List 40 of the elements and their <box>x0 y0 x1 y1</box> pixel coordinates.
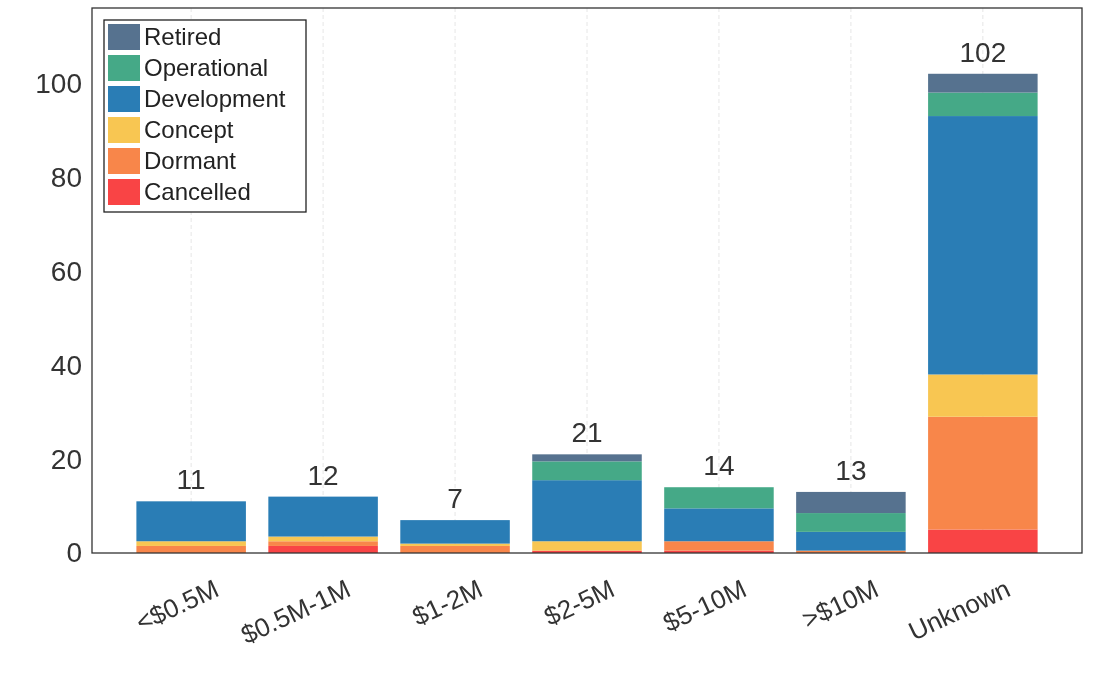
bar <box>928 116 1038 375</box>
bar <box>136 501 246 542</box>
legend-label: Concept <box>144 116 234 143</box>
bar <box>928 529 1038 553</box>
legend-label: Operational <box>144 54 269 81</box>
y-tick-label: 20 <box>50 443 82 475</box>
bar <box>664 508 774 542</box>
bar <box>664 541 774 551</box>
y-tick-label: 60 <box>50 255 82 287</box>
bar <box>928 416 1038 530</box>
total-label: 14 <box>703 450 735 482</box>
bar <box>928 92 1038 117</box>
bar <box>796 531 906 551</box>
y-tick-label: 40 <box>50 349 82 381</box>
bar <box>136 541 246 546</box>
bar <box>268 496 378 537</box>
bar <box>928 73 1038 93</box>
total-label: 21 <box>571 417 603 449</box>
legend-label: Cancelled <box>144 178 251 205</box>
total-label: 7 <box>447 483 463 515</box>
bar <box>664 487 774 509</box>
bar <box>268 541 378 546</box>
total-label: 11 <box>176 464 206 496</box>
bar <box>532 454 642 462</box>
bar <box>532 461 642 481</box>
bar <box>532 541 642 551</box>
bar <box>796 491 906 514</box>
y-tick-label: 100 <box>35 67 82 99</box>
bar <box>400 520 510 544</box>
y-tick-label: 80 <box>50 161 82 193</box>
legend-label: Dormant <box>144 147 237 174</box>
bar <box>928 374 1038 417</box>
total-label: 12 <box>307 459 339 491</box>
legend-label: Retired <box>144 23 222 50</box>
total-label: 13 <box>835 454 867 486</box>
legend-label: Development <box>144 85 286 112</box>
bar <box>796 513 906 532</box>
total-label: 102 <box>959 36 1007 68</box>
y-tick-label: 0 <box>66 537 82 569</box>
bar <box>532 480 642 542</box>
